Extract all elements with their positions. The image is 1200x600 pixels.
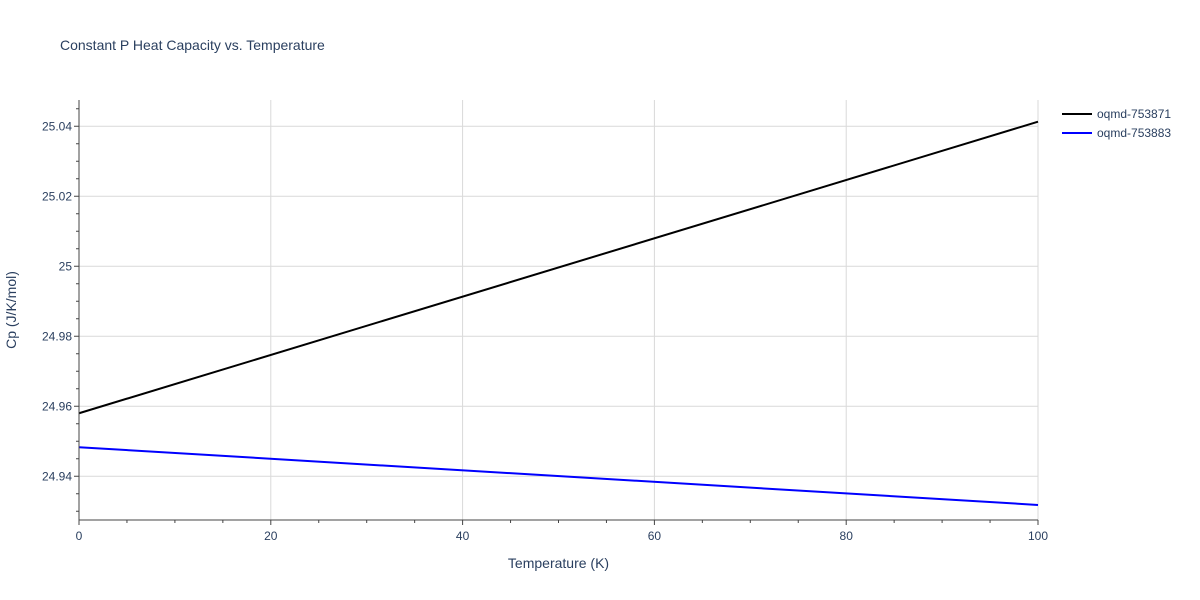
y-ticks: 24.94 24.96 24.98 25 25.02 25.04 xyxy=(42,108,79,512)
y-tick-label: 25 xyxy=(59,259,73,273)
y-tick-label: 24.96 xyxy=(42,399,72,413)
y-tick-label: 24.94 xyxy=(42,469,72,483)
legend-label: oqmd-753883 xyxy=(1097,126,1171,140)
x-tick-label: 20 xyxy=(264,529,278,543)
x-tick-label: 40 xyxy=(456,529,470,543)
series-lines xyxy=(78,120,1039,506)
y-tick-label: 24.98 xyxy=(42,329,72,343)
x-axis-title: Temperature (K) xyxy=(508,555,609,571)
x-tick-label: 80 xyxy=(840,529,854,543)
x-tick-label: 100 xyxy=(1028,529,1048,543)
y-tick-label: 25.02 xyxy=(42,189,72,203)
legend-item-oqmd-753883[interactable]: oqmd-753883 xyxy=(1062,126,1171,140)
chart-title: Constant P Heat Capacity vs. Temperature xyxy=(60,37,325,53)
grid xyxy=(79,100,1039,520)
legend[interactable]: oqmd-753871 oqmd-753883 xyxy=(1062,107,1171,140)
x-ticks: 0 20 40 60 80 100 xyxy=(76,520,1048,543)
x-tick-label: 0 xyxy=(76,529,83,543)
series-line-oqmd-753871 xyxy=(78,120,1039,415)
y-tick-label: 25.04 xyxy=(42,119,72,133)
series-line-oqmd-753883 xyxy=(78,446,1039,506)
x-tick-label: 60 xyxy=(648,529,662,543)
legend-item-oqmd-753871[interactable]: oqmd-753871 xyxy=(1062,107,1171,121)
legend-label: oqmd-753871 xyxy=(1097,107,1171,121)
y-axis-title: Cp (J/K/mol) xyxy=(3,271,19,349)
axes xyxy=(78,100,1038,521)
